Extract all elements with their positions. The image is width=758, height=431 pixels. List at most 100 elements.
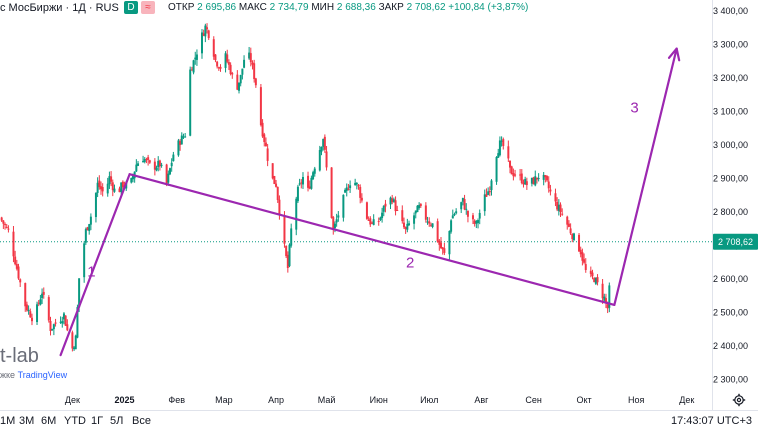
- candle-body: [535, 177, 538, 180]
- candle-body: [443, 248, 446, 253]
- timeframe-ytd[interactable]: YTD: [64, 415, 86, 427]
- candle-body: [177, 140, 180, 156]
- candle-body: [333, 223, 336, 229]
- timeframe-all[interactable]: Все: [132, 415, 151, 427]
- timeframe-5y[interactable]: 5Л: [110, 415, 124, 427]
- candle-body: [83, 243, 86, 278]
- candle-body: [29, 311, 32, 318]
- candle-body: [160, 164, 163, 166]
- candle-body: [473, 220, 476, 225]
- candle-body: [509, 160, 512, 168]
- timeframe-6m[interactable]: 6M: [41, 415, 57, 427]
- candle-body: [121, 181, 124, 188]
- symbol-title[interactable]: с МосБиржи · 1Д · RUS: [0, 2, 119, 14]
- timeframe-1m[interactable]: 1M: [0, 415, 16, 427]
- x-tick-label: Дек: [65, 395, 80, 405]
- candle-body: [355, 182, 358, 185]
- candle-body: [130, 178, 133, 183]
- candle-body: [381, 212, 384, 219]
- x-tick-label: Сен: [525, 395, 542, 405]
- candle-body: [471, 215, 474, 220]
- candle-body: [290, 228, 293, 246]
- candle-body: [231, 73, 234, 75]
- last-price-label: 2 708,62: [718, 237, 753, 247]
- bottom-toolbar: 1M 3M 6M YTD 1Г 5Л Все 17:43:07 UTC+3: [0, 410, 758, 431]
- candle-body: [266, 148, 269, 161]
- candle-body: [14, 256, 17, 265]
- candle-body: [323, 136, 326, 150]
- candle-body: [300, 182, 303, 184]
- candle-body: [581, 252, 584, 261]
- candle-body: [172, 154, 175, 162]
- candle-body: [460, 202, 463, 210]
- candle-body: [365, 202, 368, 219]
- candle-body: [392, 199, 395, 202]
- candle-body: [391, 198, 394, 203]
- candle-body: [448, 230, 451, 255]
- candle-body: [120, 182, 123, 193]
- candle-body: [559, 204, 562, 212]
- candle-body: [583, 259, 586, 263]
- candle-body: [238, 82, 241, 91]
- clock[interactable]: 17:43:07 UTC+3: [670, 415, 752, 427]
- candle-body: [549, 189, 552, 192]
- candle-body: [219, 66, 222, 69]
- candle-body: [76, 307, 79, 338]
- open-value: 2 695,86: [197, 2, 237, 13]
- wave-3-arrowhead: [667, 47, 681, 62]
- timeframe-1y[interactable]: 1Г: [91, 415, 104, 427]
- y-tick-label: 3 200,00: [713, 73, 748, 83]
- candle-body: [273, 176, 276, 184]
- candle-body: [41, 293, 44, 299]
- candle-body: [111, 182, 114, 191]
- watermark-prefix: жке: [0, 370, 18, 380]
- x-tick-label: Май: [318, 395, 336, 405]
- candle-body: [372, 219, 375, 225]
- candle-body: [357, 185, 360, 187]
- candle-body: [206, 27, 209, 30]
- candle-body: [227, 62, 230, 65]
- y-tick-label: 2 800,00: [713, 207, 748, 217]
- candle-body: [591, 272, 594, 277]
- candle-body: [30, 317, 33, 322]
- timeframe-3m[interactable]: 3M: [19, 415, 35, 427]
- candle-body: [253, 63, 256, 80]
- x-tick-label: Ноя: [628, 395, 645, 405]
- candle-body: [520, 173, 523, 184]
- candle-body: [424, 205, 427, 220]
- candle-body: [510, 166, 513, 175]
- gear-icon[interactable]: [732, 393, 746, 407]
- ohlc-values: ОТКР 2 695,86 МАКС 2 734,79 МИН 2 688,36…: [168, 0, 528, 16]
- candle-body: [465, 208, 468, 210]
- candle-body: [249, 53, 252, 63]
- candle-body: [584, 264, 587, 270]
- candle-body: [226, 54, 229, 62]
- candle-body: [308, 186, 311, 189]
- candle-body: [131, 176, 134, 180]
- price-axis[interactable]: 2 300,002 400,002 500,002 600,002 700,00…: [713, 6, 758, 385]
- candle-body: [142, 160, 145, 163]
- candle-body: [544, 175, 547, 178]
- candle-body: [169, 168, 172, 175]
- time-axis[interactable]: Дек 2025 Фев Мар Апр Май Июн Июл Авг Сен Окт Ноя Дек: [65, 395, 694, 405]
- approx-icon[interactable]: ≈: [141, 1, 155, 14]
- candle-body: [216, 61, 219, 67]
- candle-body: [394, 200, 397, 212]
- annotations-layer: 1 2 3: [59, 47, 681, 357]
- tradingview-link[interactable]: TradingView: [17, 370, 68, 380]
- candle-body: [408, 223, 411, 225]
- candle-body: [52, 324, 55, 330]
- candle-body: [554, 193, 557, 202]
- candle-body: [190, 69, 193, 71]
- candle-body: [264, 142, 267, 147]
- candle-body: [251, 62, 254, 65]
- data-source-badge[interactable]: D: [124, 1, 138, 14]
- candle-body: [519, 174, 522, 176]
- candle-body: [285, 245, 288, 257]
- candle-body: [542, 174, 545, 180]
- candle-body: [263, 134, 266, 143]
- candle-body: [7, 228, 10, 230]
- candle-body: [349, 185, 352, 189]
- candle-body: [436, 221, 439, 242]
